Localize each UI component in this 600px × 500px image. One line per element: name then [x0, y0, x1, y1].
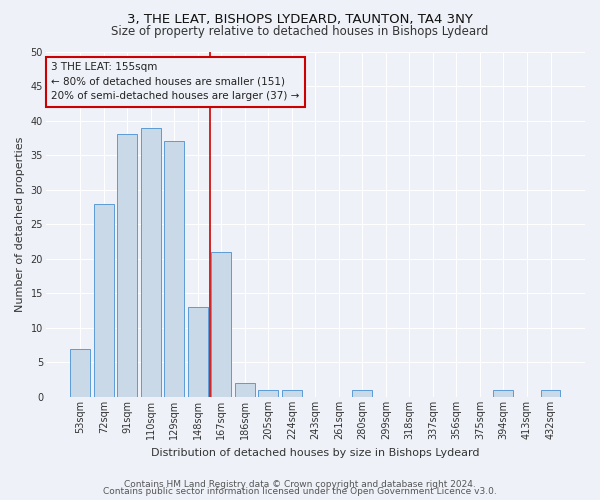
- Bar: [235, 383, 255, 397]
- X-axis label: Distribution of detached houses by size in Bishops Lydeard: Distribution of detached houses by size …: [151, 448, 479, 458]
- Bar: [541, 390, 560, 397]
- Bar: [141, 128, 161, 397]
- Bar: [118, 134, 137, 397]
- Bar: [493, 390, 514, 397]
- Bar: [282, 390, 302, 397]
- Bar: [352, 390, 373, 397]
- Bar: [259, 390, 278, 397]
- Bar: [211, 252, 232, 397]
- Bar: [70, 348, 91, 397]
- Bar: [94, 204, 114, 397]
- Text: 3, THE LEAT, BISHOPS LYDEARD, TAUNTON, TA4 3NY: 3, THE LEAT, BISHOPS LYDEARD, TAUNTON, T…: [127, 12, 473, 26]
- Text: Contains HM Land Registry data © Crown copyright and database right 2024.: Contains HM Land Registry data © Crown c…: [124, 480, 476, 489]
- Bar: [164, 142, 184, 397]
- Text: 3 THE LEAT: 155sqm
← 80% of detached houses are smaller (151)
20% of semi-detach: 3 THE LEAT: 155sqm ← 80% of detached hou…: [51, 62, 299, 102]
- Bar: [188, 307, 208, 397]
- Y-axis label: Number of detached properties: Number of detached properties: [15, 136, 25, 312]
- Text: Size of property relative to detached houses in Bishops Lydeard: Size of property relative to detached ho…: [112, 25, 488, 38]
- Text: Contains public sector information licensed under the Open Government Licence v3: Contains public sector information licen…: [103, 487, 497, 496]
